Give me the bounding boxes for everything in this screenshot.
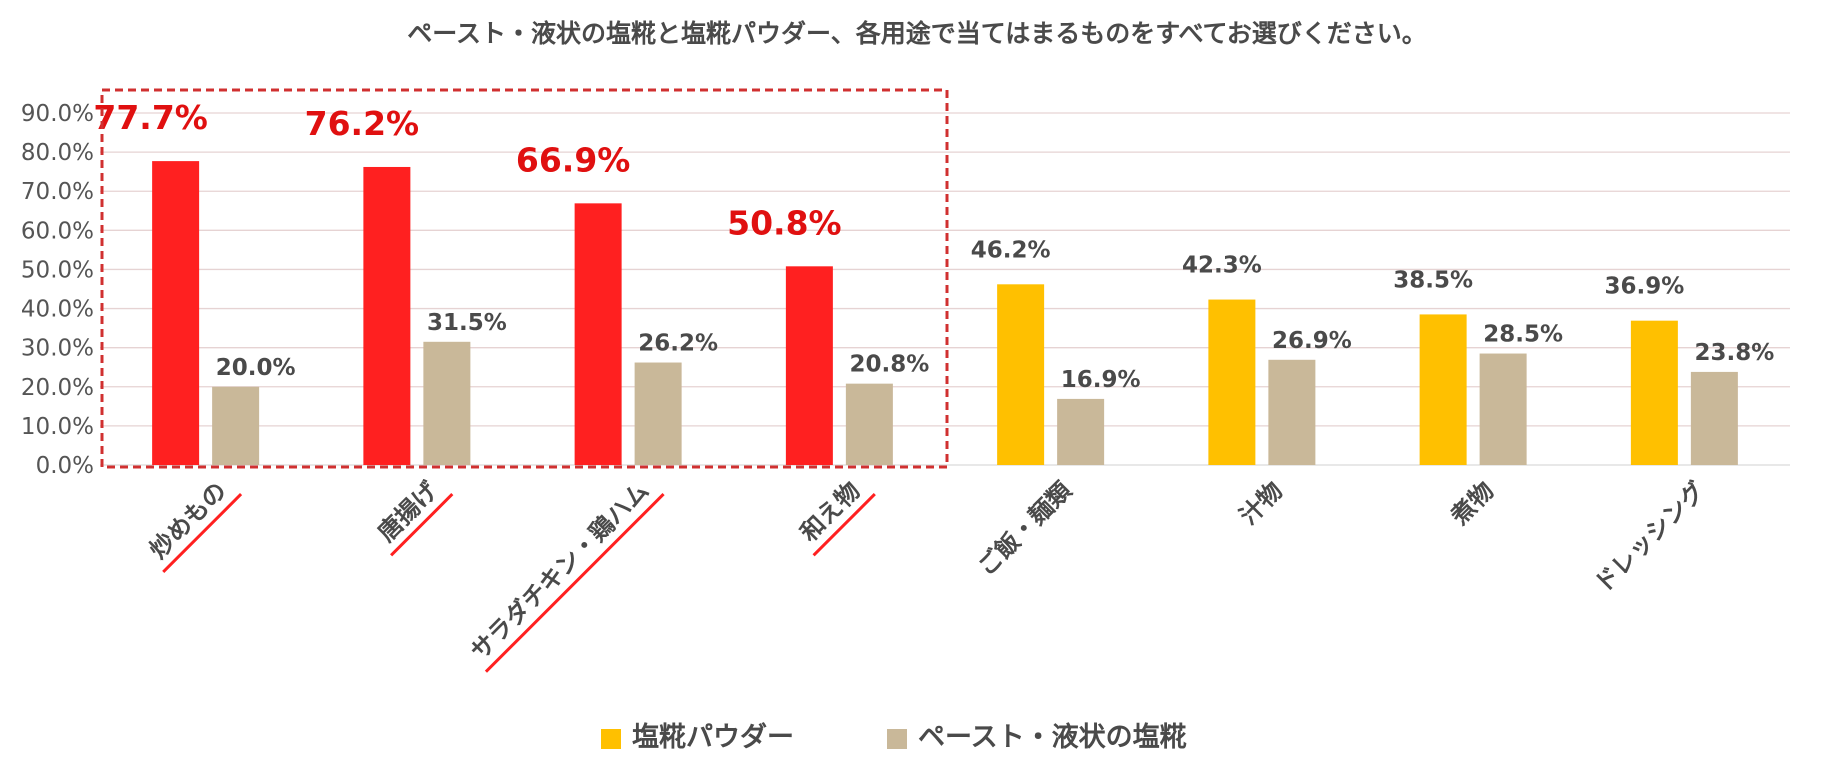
bar-paste [845,383,893,465]
bar-paste [1268,359,1316,465]
legend-label-paste: ペースト・液状の塩糀 [918,722,1187,753]
category-label-group: 炒めもの [144,476,243,574]
y-tick-label: 40.0% [21,297,94,323]
bar-powder [997,284,1045,465]
category-underline [390,493,454,557]
category-label-group: 唐揚げ [372,476,454,557]
data-labels: 77.7% 20.0% 76.2% 31.5% 66.9% 26.2% 50.8% 20.8%… [93,98,1774,393]
bar-powder [574,203,622,465]
chart-title: ペースト・液状の塩糀と塩糀パウダー、各用途で当てはまるものをすべてお選びください… [407,19,1427,48]
data-label-powder: 42.3% [1182,253,1262,279]
bar-powder [1419,314,1467,465]
bar-powder [785,266,833,465]
data-label-powder: 50.8% [727,203,842,242]
data-label-paste: 26.9% [1272,328,1352,354]
gridlines [100,112,1790,466]
bar-powder [1208,299,1256,465]
category-label-group: ドレッシング [1589,476,1711,598]
y-tick-label: 70.0% [21,179,94,205]
category-label-group: 汁物 [1234,476,1288,530]
legend-swatch-paste [887,729,907,749]
category-label: 炒めもの [144,476,232,564]
data-label-paste: 31.5% [427,310,507,336]
category-underline [162,493,243,574]
bar-powder [152,161,200,465]
data-label-paste: 26.2% [638,331,718,357]
category-label: 煮物 [1445,476,1499,530]
category-label-group: 煮物 [1445,476,1499,530]
bars [152,161,1738,465]
y-tick-label: 60.0% [21,218,94,244]
bar-powder [363,166,411,465]
data-label-paste: 28.5% [1483,322,1563,348]
highlight-box [100,88,949,469]
bar-paste [1057,398,1105,465]
data-label-powder: 46.2% [971,237,1051,263]
bar-paste [212,386,260,465]
bar-paste [1479,353,1527,465]
category-underline [812,493,876,557]
category-label-group: 和え物 [795,476,876,557]
data-label-paste: 20.8% [849,352,929,378]
data-label-paste: 23.8% [1694,340,1774,366]
category-label: ご飯・麺類 [972,476,1077,581]
bar-paste [1690,371,1738,465]
category-label: 汁物 [1234,476,1288,530]
category-label-group: ご飯・麺類 [972,476,1077,581]
category-label-group: サラダチキン・鶏ハム [465,476,665,673]
category-underline [484,493,665,673]
legend-label-powder: 塩糀パウダー [632,721,794,753]
legend: 塩糀パウダー ペースト・液状の塩糀 [601,721,1187,753]
y-tick-label: 80.0% [21,140,94,166]
data-label-powder: 66.9% [516,140,631,179]
y-tick-label: 0.0% [36,453,94,479]
bar-paste [634,362,682,465]
data-label-powder: 38.5% [1393,267,1473,293]
bar-paste [423,341,471,465]
data-label-paste: 16.9% [1061,367,1141,393]
y-tick-label: 50.0% [21,257,94,283]
y-axis: 0.0% 10.0% 20.0% 30.0% 40.0% 50.0% 60.0% 70.0% 8… [21,101,94,479]
y-tick-label: 90.0% [21,101,94,127]
y-tick-label: 10.0% [21,414,94,440]
bar-powder [1630,320,1678,465]
category-label: ドレッシング [1589,476,1711,598]
y-tick-label: 20.0% [21,375,94,401]
y-tick-label: 30.0% [21,336,94,362]
x-axis: 炒めもの 唐揚げ サラダチキン・鶏ハム 和え物 ご飯・麺類 汁物 煮物 ドレッシング [144,476,1711,673]
legend-swatch-powder [601,729,621,749]
data-label-paste: 20.0% [216,355,296,381]
data-label-powder: 36.9% [1604,274,1684,300]
data-label-powder: 77.7% [93,98,208,137]
data-label-powder: 76.2% [305,104,420,143]
category-label: サラダチキン・鶏ハム [465,476,654,665]
